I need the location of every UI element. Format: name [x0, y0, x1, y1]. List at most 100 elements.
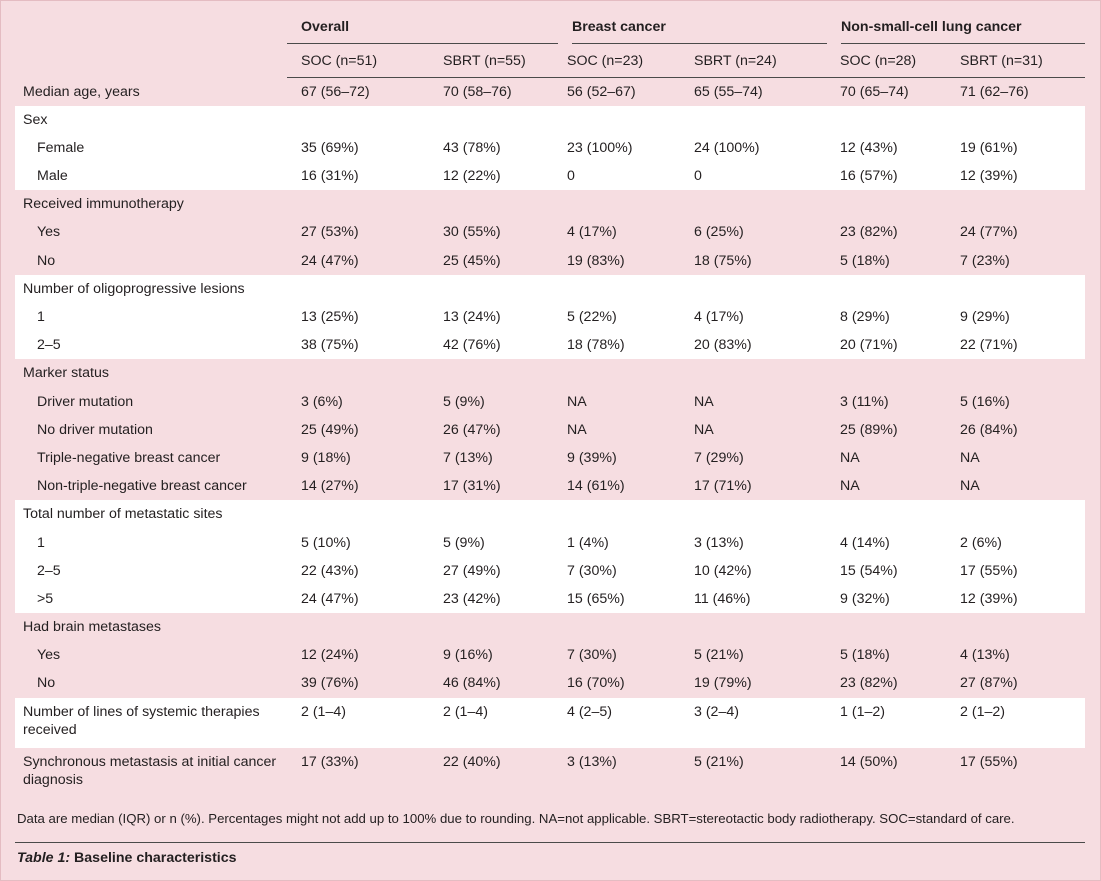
table-cell [565, 359, 692, 387]
row-label: Yes [37, 647, 61, 664]
table-row: Marker status [15, 359, 1085, 387]
table-cell [565, 274, 692, 303]
table-cell [954, 359, 1085, 387]
table-cell: 3 (11%) [840, 393, 889, 410]
col-header-nsclc-soc: SOC (n=28) [834, 43, 955, 78]
table-cell: NA [694, 421, 714, 438]
table-cell [429, 359, 565, 387]
table-cell: 7 (30%) [567, 647, 617, 664]
table-cell [834, 190, 954, 218]
table-row: Male 16 (31%) 12 (22%) 0 0 16 (57%) 12 (39%) [15, 162, 1086, 191]
table-cell [429, 613, 565, 641]
table-cell [692, 274, 835, 303]
table-cell [429, 190, 565, 218]
table-row: Non-triple-negative breast cancer 14 (27%… [15, 472, 1085, 500]
table-cell: 3 (6%) [301, 393, 343, 410]
table-cell: 3 (2–4) [692, 697, 835, 748]
table-cell [954, 190, 1085, 218]
table-cell: 9 (32%) [834, 584, 955, 614]
table-cell [692, 190, 834, 218]
table-cell: 43 (78%) [429, 133, 565, 163]
table-cell: 67 (56–72) [301, 84, 370, 100]
table-row: Synchronous metastasis at initial cancer… [15, 748, 1085, 798]
table-cell: 27 (87%) [960, 675, 1018, 692]
table-cell: NA [960, 449, 980, 466]
table-cell [565, 613, 692, 641]
table-cell: 0 [692, 162, 835, 191]
table-cell [287, 105, 429, 134]
table-cell: 24 (77%) [960, 224, 1018, 241]
table-cell [954, 274, 1086, 303]
table-cell [287, 500, 429, 529]
table-cell: 17 (33%) [301, 753, 359, 770]
group-header-row: Overall Breast cancer Non-small-cell lun… [15, 10, 1086, 44]
table-cell: 5 (9%) [429, 528, 565, 557]
table-cell: 30 (55%) [443, 224, 501, 241]
row-label: No [37, 252, 56, 269]
caption-title: Baseline characteristics [74, 850, 237, 866]
table-cell: 19 (61%) [954, 133, 1086, 163]
table-cell: 14 (61%) [567, 478, 625, 495]
table-cell [287, 359, 429, 387]
table-cell [565, 105, 692, 134]
table-row: Yes 27 (53%) 30 (55%) 4 (17%) 6 (25%) 23 (82%… [15, 218, 1085, 246]
table-cell: 5 (16%) [960, 393, 1010, 410]
table-cell: 26 (47%) [443, 421, 501, 438]
table-cell: 71 (62–76) [960, 84, 1029, 100]
table-cell: 56 (52–67) [567, 84, 636, 100]
table-cell [954, 105, 1086, 134]
table-cell: 25 (45%) [443, 252, 501, 269]
row-label: Male [15, 162, 287, 191]
table-cell: 16 (57%) [834, 162, 955, 191]
table-row: Median age, years 67 (56–72) 70 (58–76) 56 … [15, 78, 1085, 106]
table-cell: 13 (25%) [287, 303, 429, 332]
table-cell [692, 613, 834, 641]
table-cell: 12 (43%) [834, 133, 955, 163]
row-label: Non-triple-negative breast cancer [37, 478, 247, 495]
table-cell: 17 (55%) [960, 753, 1018, 770]
table-cell: 8 (29%) [834, 303, 955, 332]
table-cell: 5 (9%) [443, 393, 485, 410]
row-label: Yes [37, 224, 61, 241]
table-cell: 7 (29%) [694, 449, 744, 466]
table-cell [287, 613, 429, 641]
row-label: No [37, 675, 56, 692]
table-cell: 19 (79%) [694, 675, 752, 692]
table-cell: 7 (13%) [443, 449, 493, 466]
column-header-row: SOC (n=51) SBRT (n=55) SOC (n=23) SBRT (… [15, 43, 1086, 78]
table-cell: 4 (13%) [960, 647, 1010, 664]
table-cell: 6 (25%) [694, 224, 744, 241]
group-header-nsclc: Non-small-cell lung cancer [834, 10, 1086, 44]
table-cell: 22 (71%) [954, 331, 1086, 360]
table-cell: 17 (71%) [694, 478, 752, 495]
table-cell: 2 (1–4) [429, 697, 565, 748]
row-label: Female [15, 133, 287, 163]
table-row: >5 24 (47%) 23 (42%) 15 (65%) 11 (46%) 9 (32%… [15, 584, 1086, 614]
table-cell: 42 (76%) [429, 331, 565, 360]
table-cell: 4 (17%) [567, 224, 617, 241]
table-cell: 27 (49%) [429, 556, 565, 585]
table-cell: 19 (83%) [567, 252, 625, 269]
col-header-breast-sbrt: SBRT (n=24) [692, 43, 835, 78]
table-cell: 2 (1–2) [954, 697, 1086, 748]
table-cell: 9 (29%) [954, 303, 1086, 332]
table-cell: 1 (4%) [565, 528, 692, 557]
table-cell [429, 105, 565, 134]
caption-rule [15, 842, 1085, 843]
row-label: 1 [15, 303, 287, 332]
table-cell: 3 (13%) [567, 753, 617, 770]
table-cell: 25 (89%) [840, 421, 898, 438]
table-cell [834, 613, 954, 641]
table-cell [834, 359, 954, 387]
table-cell: 23 (82%) [840, 224, 898, 241]
table-caption: Table 1: Baseline characteristics [17, 850, 237, 866]
table-cell [429, 500, 565, 529]
table-cell: 26 (84%) [960, 421, 1018, 438]
table-cell [834, 500, 955, 529]
table-cell: 23 (82%) [840, 675, 898, 692]
table-row: Received immunotherapy [15, 190, 1085, 218]
table-cell: 12 (24%) [301, 647, 359, 664]
table-cell [692, 105, 835, 134]
table-cell: 18 (75%) [694, 252, 752, 269]
